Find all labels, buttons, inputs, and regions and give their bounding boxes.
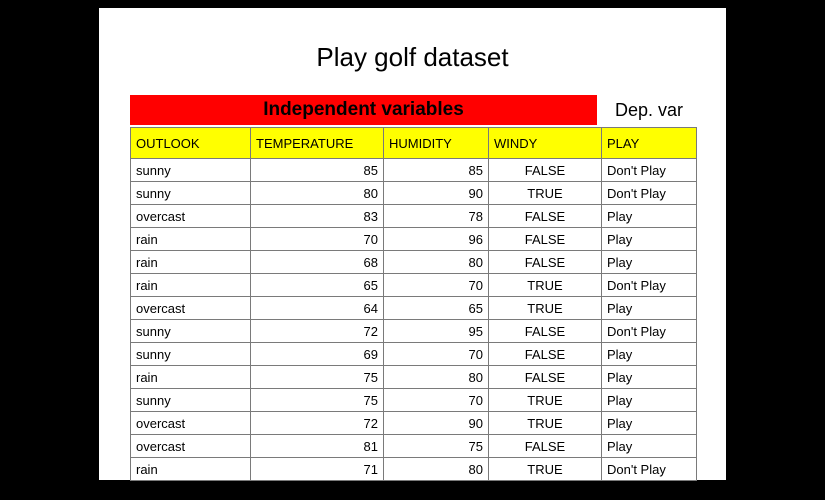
play-cell: Play	[601, 365, 697, 389]
table-row: rain 68 80 FALSE Play	[130, 250, 697, 274]
humidity-cell: 85	[383, 158, 489, 182]
independent-variables-band: Independent variables	[130, 95, 597, 125]
temperature-cell: 68	[250, 250, 384, 274]
column-header-outlook: OUTLOOK	[130, 127, 251, 159]
table-row: overcast 64 65 TRUE Play	[130, 296, 697, 320]
temperature-cell: 70	[250, 227, 384, 251]
windy-cell: FALSE	[488, 434, 602, 458]
column-header-temperature: TEMPERATURE	[250, 127, 384, 159]
play-cell: Play	[601, 227, 697, 251]
outlook-cell: rain	[130, 273, 251, 297]
temperature-cell: 83	[250, 204, 384, 228]
windy-cell: FALSE	[488, 319, 602, 343]
play-cell: Don't Play	[601, 181, 697, 205]
play-cell: Play	[601, 296, 697, 320]
humidity-cell: 70	[383, 388, 489, 412]
play-cell: Play	[601, 204, 697, 228]
temperature-cell: 75	[250, 365, 384, 389]
dependent-variable-label: Dep. var	[614, 99, 684, 120]
temperature-cell: 85	[250, 158, 384, 182]
table-header-row: OUTLOOK TEMPERATURE HUMIDITY WINDY PLAY	[130, 127, 697, 159]
windy-cell: TRUE	[488, 411, 602, 435]
table-row: sunny 72 95 FALSE Don't Play	[130, 319, 697, 343]
humidity-cell: 65	[383, 296, 489, 320]
temperature-cell: 65	[250, 273, 384, 297]
humidity-cell: 90	[383, 411, 489, 435]
table-row: overcast 81 75 FALSE Play	[130, 434, 697, 458]
outlook-cell: sunny	[130, 388, 251, 412]
windy-cell: FALSE	[488, 204, 602, 228]
play-cell: Don't Play	[601, 158, 697, 182]
temperature-cell: 69	[250, 342, 384, 366]
temperature-cell: 75	[250, 388, 384, 412]
play-cell: Don't Play	[601, 273, 697, 297]
humidity-cell: 80	[383, 457, 489, 481]
play-cell: Play	[601, 388, 697, 412]
outlook-cell: sunny	[130, 342, 251, 366]
table-row: rain 75 80 FALSE Play	[130, 365, 697, 389]
play-cell: Don't Play	[601, 319, 697, 343]
windy-cell: FALSE	[488, 227, 602, 251]
windy-cell: TRUE	[488, 457, 602, 481]
table-row: sunny 80 90 TRUE Don't Play	[130, 181, 697, 205]
play-cell: Don't Play	[601, 457, 697, 481]
column-header-windy: WINDY	[488, 127, 602, 159]
temperature-cell: 81	[250, 434, 384, 458]
outlook-cell: sunny	[130, 181, 251, 205]
temperature-cell: 80	[250, 181, 384, 205]
slide-title: Play golf dataset	[316, 42, 509, 72]
outlook-cell: sunny	[130, 319, 251, 343]
column-header-play: PLAY	[601, 127, 697, 159]
outlook-cell: sunny	[130, 158, 251, 182]
outlook-cell: overcast	[130, 296, 251, 320]
table-row: rain 65 70 TRUE Don't Play	[130, 273, 697, 297]
windy-cell: FALSE	[488, 342, 602, 366]
table-row: rain 70 96 FALSE Play	[130, 227, 697, 251]
temperature-cell: 72	[250, 411, 384, 435]
temperature-cell: 71	[250, 457, 384, 481]
windy-cell: TRUE	[488, 388, 602, 412]
temperature-cell: 64	[250, 296, 384, 320]
table-row: sunny 85 85 FALSE Don't Play	[130, 158, 697, 182]
humidity-cell: 80	[383, 365, 489, 389]
windy-cell: TRUE	[488, 296, 602, 320]
humidity-cell: 80	[383, 250, 489, 274]
outlook-cell: rain	[130, 365, 251, 389]
play-cell: Play	[601, 250, 697, 274]
table-row: overcast 83 78 FALSE Play	[130, 204, 697, 228]
humidity-cell: 96	[383, 227, 489, 251]
play-cell: Play	[601, 434, 697, 458]
temperature-cell: 72	[250, 319, 384, 343]
outlook-cell: rain	[130, 227, 251, 251]
humidity-cell: 70	[383, 273, 489, 297]
outlook-cell: rain	[130, 250, 251, 274]
outlook-cell: overcast	[130, 204, 251, 228]
humidity-cell: 95	[383, 319, 489, 343]
play-cell: Play	[601, 411, 697, 435]
outlook-cell: overcast	[130, 434, 251, 458]
windy-cell: FALSE	[488, 365, 602, 389]
humidity-cell: 70	[383, 342, 489, 366]
table-row: sunny 75 70 TRUE Play	[130, 388, 697, 412]
windy-cell: TRUE	[488, 181, 602, 205]
humidity-cell: 78	[383, 204, 489, 228]
slide: Play golf dataset Independent variables …	[99, 8, 726, 481]
table-row: overcast 72 90 TRUE Play	[130, 411, 697, 435]
table-row: sunny 69 70 FALSE Play	[130, 342, 697, 366]
windy-cell: TRUE	[488, 273, 602, 297]
table-row: rain 71 80 TRUE Don't Play	[130, 457, 697, 481]
windy-cell: FALSE	[488, 250, 602, 274]
column-header-humidity: HUMIDITY	[383, 127, 489, 159]
outlook-cell: overcast	[130, 411, 251, 435]
dataset-table: OUTLOOK TEMPERATURE HUMIDITY WINDY PLAY …	[130, 127, 697, 481]
play-cell: Play	[601, 342, 697, 366]
windy-cell: FALSE	[488, 158, 602, 182]
outlook-cell: rain	[130, 457, 251, 481]
humidity-cell: 90	[383, 181, 489, 205]
humidity-cell: 75	[383, 434, 489, 458]
